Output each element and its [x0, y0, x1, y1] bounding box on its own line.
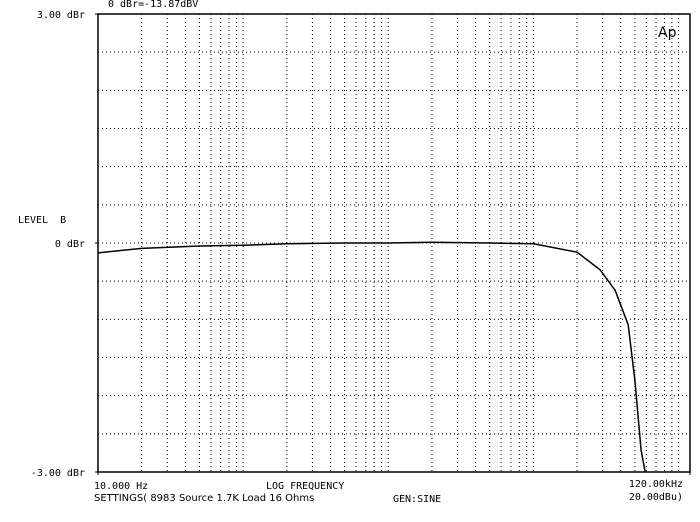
generator-label: GEN:SINE: [393, 494, 441, 505]
y-axis-label: LEVEL B: [18, 215, 66, 226]
y-tick-label: 0 dBr: [55, 239, 85, 250]
settings-label: SETTINGS( 8983 Source 1.7K Load 16 Ohms: [94, 493, 314, 504]
logo: Ap: [658, 25, 677, 41]
level-label: 20.00dBu): [629, 492, 683, 503]
y-tick-label: -3.00 dBr: [31, 468, 85, 479]
x-tick-label: 10.000 Hz: [94, 481, 148, 492]
y-tick-label: 3.00 dBr: [37, 10, 85, 21]
reference-label: 0 dBr=-13.87dBV: [108, 0, 198, 10]
level-curve: [97, 241, 646, 473]
x-axis-label: LOG FREQUENCY: [266, 481, 344, 492]
x-tick-label: 120.00kHz: [629, 479, 683, 490]
